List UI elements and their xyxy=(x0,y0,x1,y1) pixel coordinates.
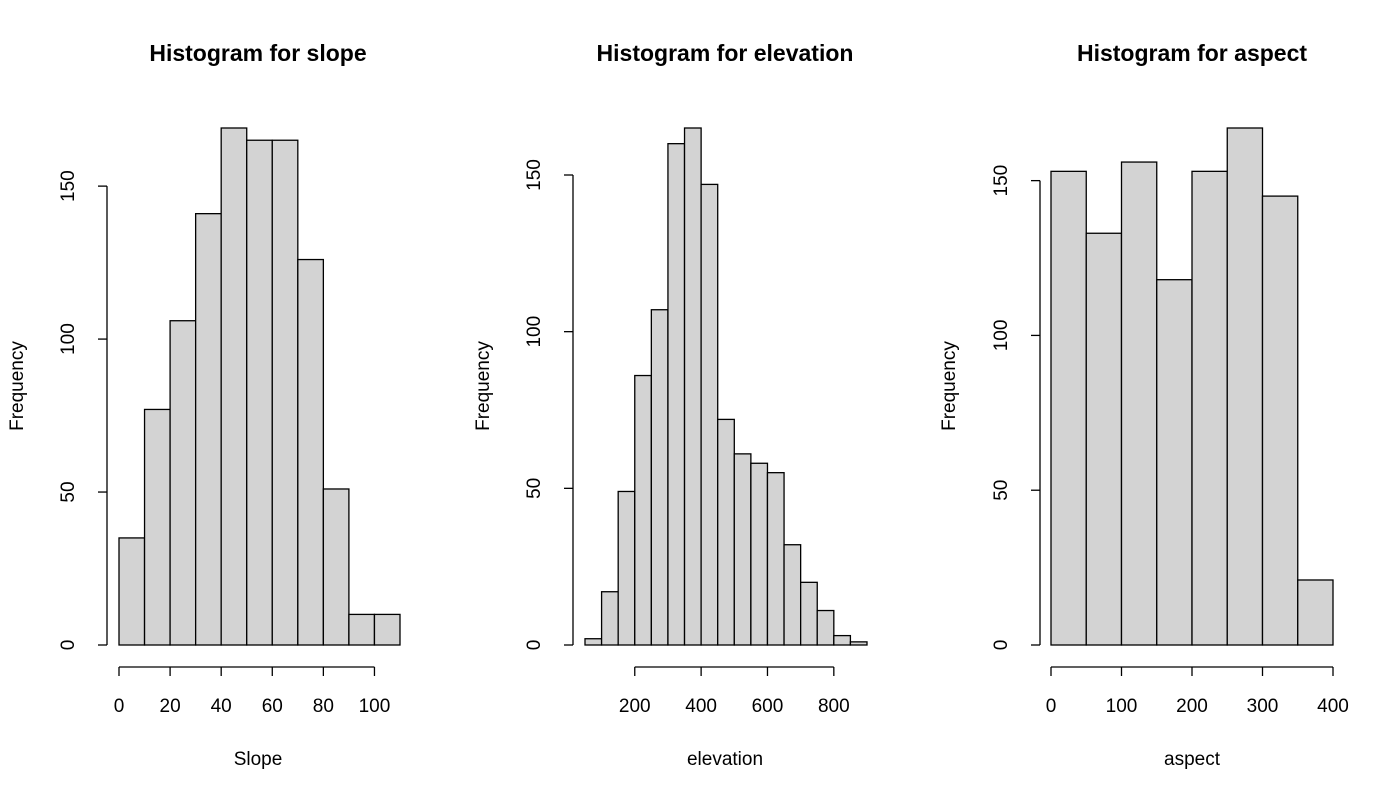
y-axis-label: Frequency xyxy=(473,341,494,431)
bar xyxy=(733,453,752,646)
y-tick-label: 150 xyxy=(991,165,1012,197)
x-tick-label: 100 xyxy=(359,696,391,717)
x-tick-label: 800 xyxy=(818,696,850,717)
bar xyxy=(683,127,702,646)
bar xyxy=(143,408,171,646)
x-tick-label: 80 xyxy=(313,696,334,717)
bar xyxy=(584,638,603,646)
y-tick-label: 100 xyxy=(991,320,1012,352)
bar xyxy=(816,609,835,646)
bar xyxy=(220,127,248,646)
y-tick-label: 0 xyxy=(991,640,1012,651)
bar xyxy=(1261,195,1299,646)
bar xyxy=(322,488,350,646)
bar xyxy=(271,139,299,646)
bar xyxy=(194,213,222,646)
chart-title: Histogram for elevation xyxy=(597,40,854,66)
x-tick-label: 0 xyxy=(1046,696,1057,717)
bar xyxy=(849,641,868,646)
bar xyxy=(766,472,785,646)
bar xyxy=(1050,170,1087,646)
x-tick-label: 300 xyxy=(1247,696,1279,717)
y-tick-label: 150 xyxy=(524,159,545,191)
x-tick-label: 400 xyxy=(685,696,717,717)
bar xyxy=(1156,279,1193,646)
bar xyxy=(373,613,401,646)
bar xyxy=(297,258,325,646)
y-tick-label: 100 xyxy=(524,316,545,348)
bar xyxy=(169,320,197,646)
x-tick-label: 100 xyxy=(1106,696,1138,717)
bar xyxy=(667,143,686,646)
bar xyxy=(1085,232,1123,646)
bar xyxy=(783,544,802,646)
y-tick-label: 50 xyxy=(58,481,79,502)
bar xyxy=(634,374,653,646)
chart-title: Histogram for aspect xyxy=(1077,40,1307,66)
x-tick-label: 40 xyxy=(211,696,232,717)
y-tick-label: 0 xyxy=(524,640,545,651)
x-tick-label: 20 xyxy=(160,696,181,717)
x-axis-label: Slope xyxy=(234,749,283,770)
y-tick-label: 50 xyxy=(524,478,545,499)
bar xyxy=(833,634,852,646)
y-tick-label: 100 xyxy=(58,323,79,355)
bar xyxy=(600,591,619,646)
bar xyxy=(717,418,735,646)
bar xyxy=(246,139,273,646)
bar xyxy=(1120,161,1158,646)
x-axis-label: elevation xyxy=(687,749,763,770)
y-tick-label: 150 xyxy=(58,170,79,202)
x-tick-label: 600 xyxy=(752,696,784,717)
chart-title: Histogram for slope xyxy=(149,40,366,66)
bar xyxy=(799,581,818,646)
bar xyxy=(118,537,146,646)
bar xyxy=(348,613,376,646)
x-tick-label: 200 xyxy=(619,696,651,717)
bar xyxy=(617,490,636,646)
x-tick-label: 400 xyxy=(1317,696,1349,717)
x-axis-label: aspect xyxy=(1164,749,1221,770)
y-tick-label: 50 xyxy=(991,480,1012,501)
y-axis-label: Frequency xyxy=(939,341,960,431)
bar xyxy=(1226,127,1264,646)
y-tick-label: 0 xyxy=(58,640,79,651)
bar xyxy=(1297,579,1334,646)
bar xyxy=(1191,170,1228,646)
x-tick-label: 0 xyxy=(114,696,125,717)
bar xyxy=(700,183,719,646)
x-tick-label: 60 xyxy=(262,696,283,717)
y-axis-label: Frequency xyxy=(7,341,28,431)
bar xyxy=(750,462,769,646)
bar xyxy=(650,309,669,646)
x-tick-label: 200 xyxy=(1176,696,1208,717)
